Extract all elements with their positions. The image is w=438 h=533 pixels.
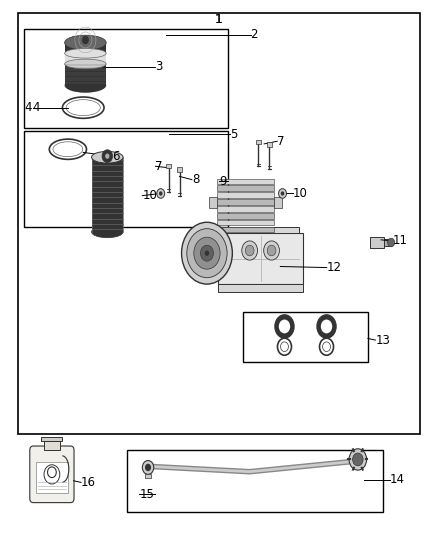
Text: 4: 4 [25,101,32,114]
Bar [65,43,106,85]
Text: 14: 14 [390,473,405,486]
Circle shape [102,150,113,163]
Bar [218,233,303,284]
Circle shape [105,154,110,159]
Text: 13: 13 [375,334,390,346]
Circle shape [353,453,363,466]
Circle shape [349,449,367,470]
Ellipse shape [64,35,106,50]
Bar [36,462,68,493]
Bar [218,284,303,292]
Circle shape [159,191,162,196]
Bar [217,179,274,184]
Circle shape [205,251,209,256]
Text: 7: 7 [277,135,285,148]
Bar [44,441,60,450]
Bar [92,157,123,232]
Text: 4: 4 [33,101,40,114]
Bar [217,213,274,219]
Text: 7: 7 [155,160,163,173]
Circle shape [388,238,395,247]
Bar [384,239,391,246]
Bar [209,197,217,208]
Circle shape [264,241,279,260]
Circle shape [281,191,284,196]
Text: 6: 6 [112,150,119,163]
Bar [166,164,171,168]
Bar [177,167,182,172]
Circle shape [200,245,213,261]
Bar [217,227,274,232]
Circle shape [245,245,254,256]
Text: 1: 1 [215,13,223,26]
Circle shape [275,314,294,338]
Text: 16: 16 [81,476,96,489]
Ellipse shape [92,151,123,163]
Circle shape [267,245,276,256]
Text: 1: 1 [215,13,223,26]
Circle shape [142,461,154,474]
Circle shape [82,36,89,44]
Bar [217,206,274,212]
Text: 2: 2 [251,28,258,41]
Circle shape [242,241,258,260]
Bar [24,131,228,227]
Ellipse shape [64,59,106,69]
Bar [145,474,151,478]
Ellipse shape [92,226,123,238]
Ellipse shape [64,49,106,58]
Bar [24,29,228,128]
Bar [18,13,420,434]
Text: 9: 9 [219,175,226,188]
Text: 10: 10 [293,187,307,200]
Text: 10: 10 [142,189,157,202]
Circle shape [279,320,290,334]
FancyBboxPatch shape [30,446,74,503]
Bar [65,53,106,64]
Bar [370,237,384,248]
Bar [274,197,282,208]
Text: 8: 8 [192,173,199,186]
Circle shape [145,464,151,471]
Circle shape [194,237,220,269]
Text: 15: 15 [139,488,154,500]
Circle shape [181,222,232,284]
Circle shape [157,189,165,198]
Bar [217,220,274,225]
Bar [243,312,368,362]
Bar [267,142,272,147]
Bar [217,185,274,191]
Circle shape [279,189,286,198]
Circle shape [187,229,227,278]
Text: 5: 5 [230,128,237,141]
Bar [42,437,62,441]
Text: 12: 12 [327,261,342,274]
Bar [217,192,274,198]
Bar [256,140,261,144]
Bar [127,450,383,512]
Ellipse shape [64,78,106,93]
Circle shape [317,314,336,338]
Circle shape [321,320,332,334]
Bar [222,227,299,233]
Text: 11: 11 [392,235,407,247]
Text: 3: 3 [155,60,163,73]
Bar [217,199,274,205]
